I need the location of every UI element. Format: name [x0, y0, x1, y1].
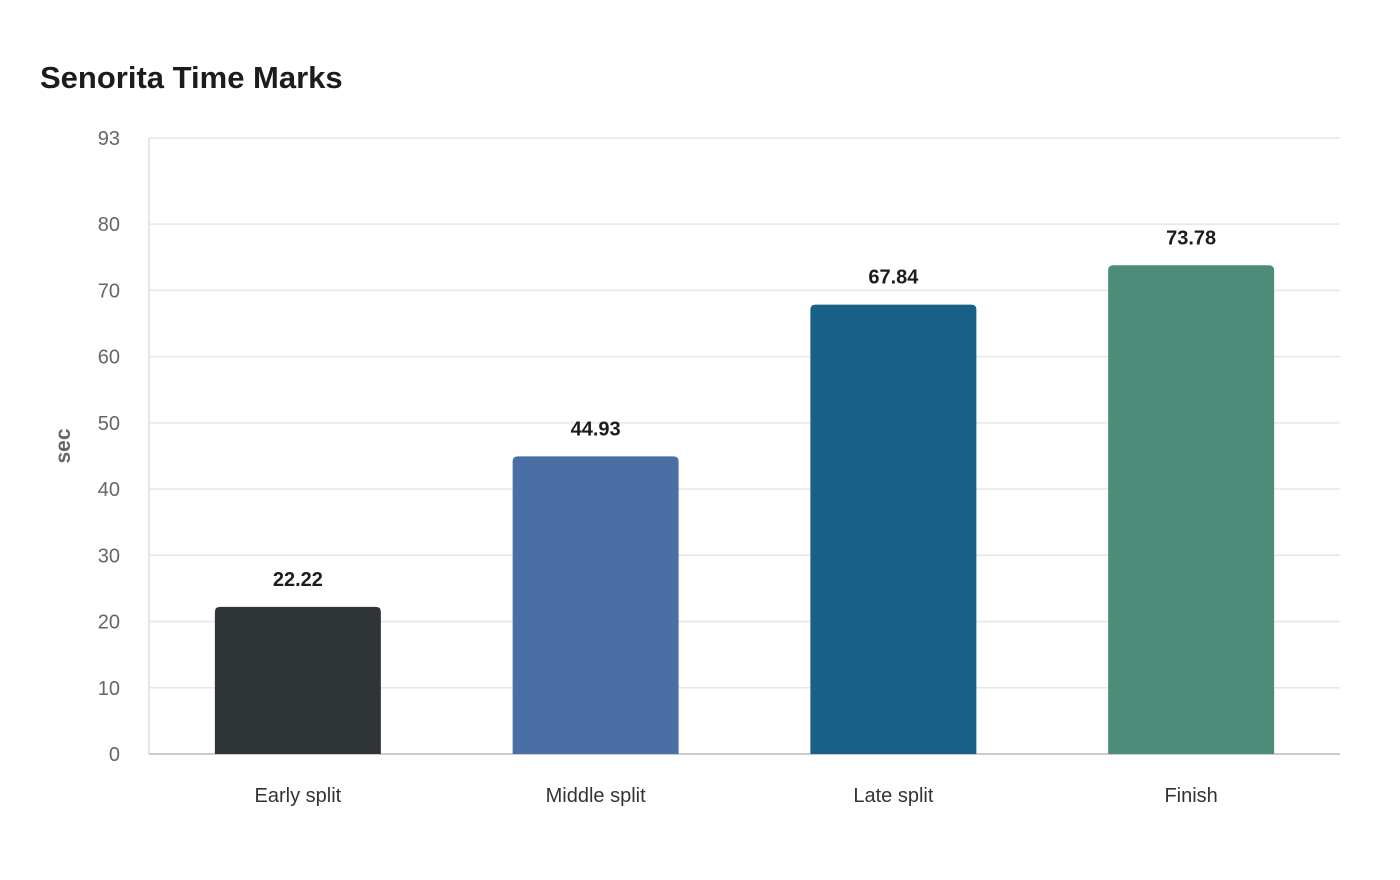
y-tick-label: 20: [98, 612, 120, 634]
y-tick-label: 30: [98, 545, 120, 567]
axes: 0 10 20 30 40 50 60 70 80 93 sec: [52, 128, 1340, 766]
x-tick-label: Finish: [1164, 785, 1217, 807]
bar-middle-split: [512, 456, 679, 754]
bar-finish: [1108, 265, 1275, 754]
chart-title: Senorita Time Marks: [40, 60, 343, 95]
x-tick-label: Late split: [853, 785, 933, 807]
data-label: 67.84: [868, 267, 919, 289]
labels: 22.22 Early split 44.93 Middle split 67.84 La…: [255, 227, 1218, 807]
x-tick-label: Middle split: [546, 785, 646, 807]
y-tick-label: 80: [98, 214, 120, 236]
data-label: 22.22: [273, 569, 323, 591]
data-label: 44.93: [571, 418, 621, 440]
y-tick-label: 0: [109, 744, 120, 766]
y-tick-label: 40: [98, 479, 120, 501]
bar-late-split: [810, 304, 977, 754]
bar-early-split: [214, 606, 381, 754]
data-label: 73.78: [1166, 227, 1216, 249]
y-tick-label: 10: [98, 678, 120, 700]
y-axis-title: sec: [52, 428, 75, 463]
y-tick-label: 50: [98, 413, 120, 435]
y-tick-label: 70: [98, 280, 120, 302]
y-tick-label: 93: [98, 128, 120, 150]
bars: [214, 265, 1275, 754]
y-tick-label: 60: [98, 347, 120, 369]
x-tick-label: Early split: [255, 785, 342, 807]
